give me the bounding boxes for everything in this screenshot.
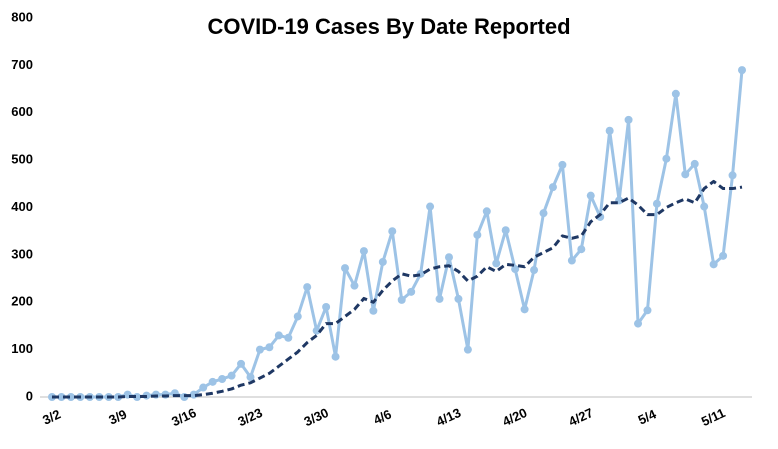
x-tick-label: 4/13 xyxy=(434,405,463,429)
data-point xyxy=(444,253,453,262)
chart-title: COVID-19 Cases By Date Reported xyxy=(207,14,570,39)
data-point xyxy=(303,283,312,292)
data-point xyxy=(133,393,142,401)
data-point xyxy=(501,226,510,235)
x-tick-label: 4/20 xyxy=(500,405,529,429)
data-point xyxy=(482,207,491,216)
data-point xyxy=(624,115,633,124)
x-tick-label: 5/4 xyxy=(636,406,659,428)
data-point xyxy=(473,230,482,239)
data-point xyxy=(511,265,520,274)
data-point xyxy=(426,202,435,211)
average-line xyxy=(52,179,743,399)
y-tick-label: 0 xyxy=(26,388,33,403)
data-point xyxy=(435,294,444,303)
data-point xyxy=(293,312,302,321)
data-point xyxy=(539,209,548,218)
data-point xyxy=(681,170,690,179)
y-tick-label: 700 xyxy=(11,57,33,72)
data-point xyxy=(586,191,595,200)
y-tick-label: 500 xyxy=(11,152,33,167)
data-point xyxy=(388,227,397,236)
data-point xyxy=(369,306,378,315)
data-point xyxy=(671,89,680,98)
data-point xyxy=(246,373,255,382)
data-point xyxy=(728,171,737,180)
x-tick-label: 4/27 xyxy=(566,405,595,429)
x-tick-label: 3/30 xyxy=(302,405,331,429)
data-point xyxy=(652,199,661,208)
data-point xyxy=(719,251,728,260)
data-point xyxy=(227,371,236,380)
data-point xyxy=(397,295,406,304)
data-point xyxy=(558,160,567,169)
data-point xyxy=(690,159,699,168)
series-line xyxy=(52,69,744,399)
y-tick-label: 200 xyxy=(11,294,33,309)
data-point xyxy=(57,393,66,401)
x-tick-label: 3/16 xyxy=(169,405,198,429)
data-point xyxy=(208,377,217,386)
x-tick-label: 3/2 xyxy=(40,406,63,427)
data-point xyxy=(218,374,227,383)
data-point xyxy=(492,259,501,268)
data-point xyxy=(350,281,359,290)
data-point xyxy=(274,331,283,340)
data-point xyxy=(605,126,614,135)
data-point xyxy=(567,256,576,265)
data-point xyxy=(700,202,709,211)
data-point xyxy=(331,352,340,361)
data-point xyxy=(199,383,208,392)
data-point xyxy=(662,154,671,163)
data-point xyxy=(463,345,472,354)
data-point xyxy=(359,247,368,256)
y-tick-label: 100 xyxy=(11,341,33,356)
x-tick-label: 3/9 xyxy=(106,406,129,427)
x-tick-label: 3/23 xyxy=(235,405,264,429)
data-point xyxy=(341,264,350,273)
data-point xyxy=(237,359,246,368)
data-point xyxy=(520,305,529,314)
data-point xyxy=(66,393,75,401)
x-tick-label: 4/6 xyxy=(371,406,394,427)
data-point xyxy=(255,345,264,354)
data-point xyxy=(312,326,321,335)
data-point xyxy=(709,260,718,269)
data-point xyxy=(738,66,746,75)
y-tick-label: 600 xyxy=(11,104,33,119)
data-point xyxy=(530,266,539,275)
data-point xyxy=(454,294,463,303)
data-point xyxy=(407,287,416,296)
x-tick-label: 5/11 xyxy=(699,405,728,429)
y-tick-label: 400 xyxy=(11,199,33,214)
data-point xyxy=(643,306,652,315)
data-point xyxy=(577,245,586,254)
y-tick-label: 300 xyxy=(11,246,33,261)
data-point xyxy=(265,343,274,352)
y-tick-label: 800 xyxy=(11,9,33,24)
data-point xyxy=(378,257,387,266)
data-point xyxy=(548,183,557,192)
data-point xyxy=(322,302,331,311)
data-point xyxy=(634,319,643,328)
data-point xyxy=(284,333,293,342)
